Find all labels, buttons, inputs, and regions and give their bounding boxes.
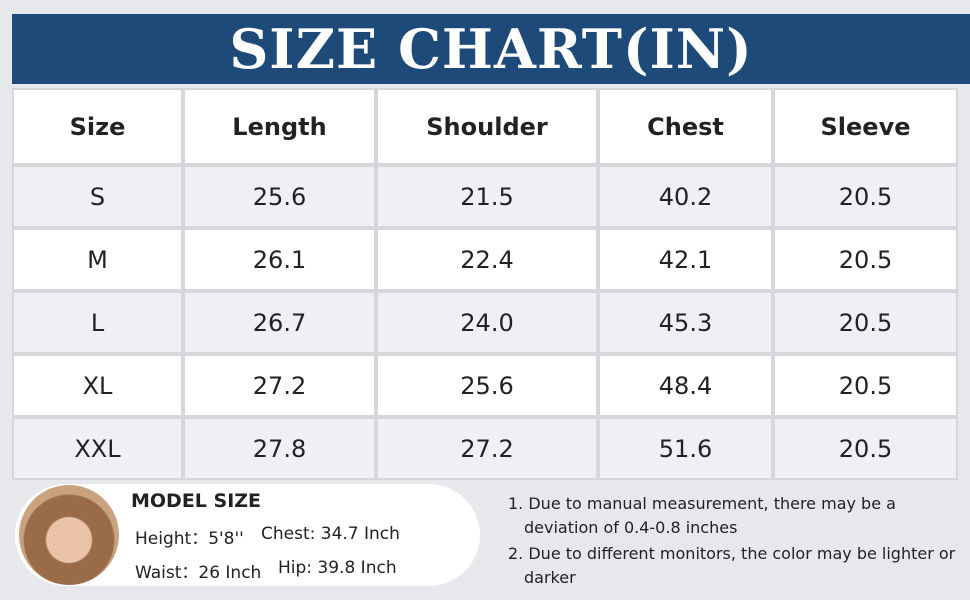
column-header: Chest [598,88,773,165]
column-header: Length [183,88,376,165]
table-cell: XL [12,354,183,417]
table-cell: 21.5 [376,165,598,228]
size-table: Size Length Shoulder Chest Sleeve S 25.6 21.5 40… [12,88,958,480]
model-photo [19,485,119,585]
table-cell: 20.5 [773,165,958,228]
model-hip: Hip: 39.8 Inch [278,558,397,578]
table-cell: S [12,165,183,228]
table-cell: 20.5 [773,354,958,417]
model-chest: Chest: 34.7 Inch [261,524,400,544]
table-cell: 26.7 [183,291,376,354]
table-cell: 25.6 [183,165,376,228]
title-banner: SIZE CHART(IN) [12,14,970,84]
table-cell: 27.2 [376,417,598,480]
table-cell: L [12,291,183,354]
note: 2. Due to different monitors, the color … [508,544,956,587]
model-heading: MODEL SIZE [131,490,262,512]
table-cell: 42.1 [598,228,773,291]
table-cell: 40.2 [598,165,773,228]
note: 1. Due to manual measurement, there may … [508,494,896,537]
column-header: Sleeve [773,88,958,165]
table-cell: 51.6 [598,417,773,480]
table-cell: 22.4 [376,228,598,291]
table-cell: 20.5 [773,417,958,480]
table-cell: 48.4 [598,354,773,417]
table-cell: 45.3 [598,291,773,354]
model-card: MODEL SIZE Height：5'8'' Chest: 34.7 Inch… [15,484,480,586]
table-cell: 26.1 [183,228,376,291]
table-cell: M [12,228,183,291]
table-cell: 24.0 [376,291,598,354]
column-header: Shoulder [376,88,598,165]
table-cell: 20.5 [773,228,958,291]
model-waist: Waist：26 Inch [135,563,262,583]
title: SIZE CHART(IN) [229,17,753,81]
column-header: Size [12,88,183,165]
model-height: Height：5'8'' [135,529,244,549]
table-cell: 20.5 [773,291,958,354]
table-cell: 27.2 [183,354,376,417]
table-cell: XXL [12,417,183,480]
table-cell: 27.8 [183,417,376,480]
table-cell: 25.6 [376,354,598,417]
